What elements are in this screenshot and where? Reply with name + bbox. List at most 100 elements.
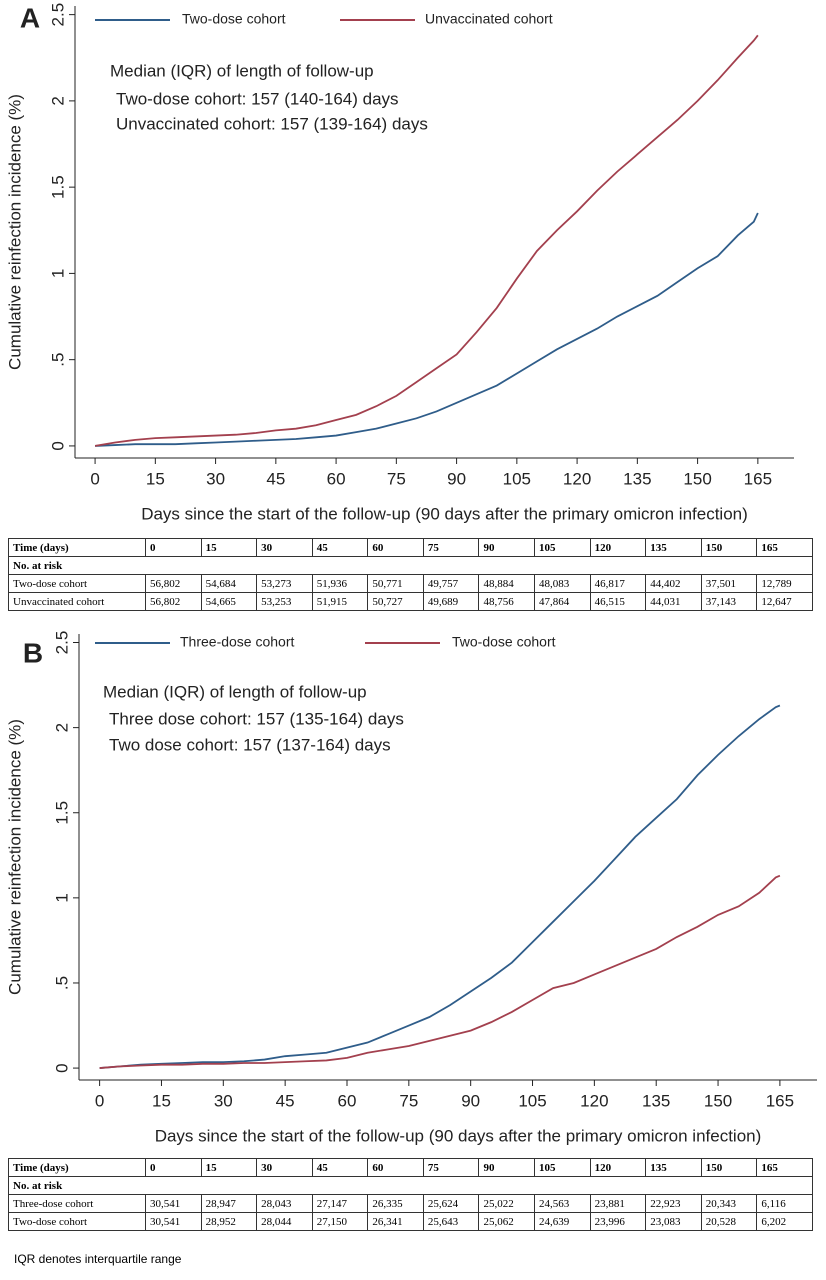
x-tick-label: 105 — [518, 1091, 546, 1110]
y-tick-label: 2 — [48, 96, 67, 105]
x-tick-label: 150 — [704, 1091, 732, 1110]
line — [99, 704, 781, 1069]
x-tick-label: 75 — [399, 1091, 418, 1110]
table-cell: 30 — [256, 538, 313, 557]
x-tick-label: 45 — [276, 1091, 295, 1110]
y-tick-label: 2.5 — [52, 631, 71, 655]
table-cell: 28,947 — [200, 1194, 258, 1213]
annotation: Median (IQR) of length of follow-up — [110, 61, 374, 80]
table-cell: 120 — [589, 1158, 647, 1177]
table-cell: 15 — [200, 1158, 258, 1177]
table-cell: 47,864 — [534, 592, 591, 611]
table-cell: 165 — [756, 538, 813, 557]
table-cell: 90 — [478, 1158, 536, 1177]
y-tick-label: 1 — [52, 893, 71, 902]
y-tick-label: 1.5 — [48, 175, 67, 199]
table-cell: 26,341 — [367, 1212, 424, 1231]
x-tick-label: 165 — [766, 1091, 794, 1110]
x-tick-label: 90 — [447, 469, 466, 488]
footnote: IQR denotes interquartile range — [14, 1252, 182, 1266]
table-cell: 165 — [756, 1158, 813, 1177]
table-cell: 25,062 — [478, 1212, 536, 1231]
table-cell: 46,515 — [589, 592, 647, 611]
table-cell: 44,031 — [645, 592, 702, 611]
table-cell: 50,727 — [367, 592, 424, 611]
y-tick-label: .5 — [52, 976, 71, 990]
table-cell: 54,684 — [200, 574, 258, 593]
charts: A0.511.522.50 15 30 45 60 75 90 105 120 135 150 165… — [5, 2, 817, 1145]
table-cell: 60 — [367, 538, 424, 557]
table-cell: 0 — [145, 1158, 202, 1177]
table-cell: 20,528 — [700, 1212, 758, 1231]
x-tick-label: 0 — [95, 1091, 104, 1110]
table-cell: 28,952 — [200, 1212, 258, 1231]
table-cell: 51,936 — [311, 574, 369, 593]
table-cell: 23,996 — [589, 1212, 647, 1231]
table-cell: 23,083 — [645, 1212, 702, 1231]
line — [95, 212, 759, 447]
table-row: Unvaccinated cohort 56,802 54,665 53,253 51,… — [8, 592, 813, 611]
y-tick-label: 0 — [52, 1063, 71, 1072]
table-cell: 30,541 — [145, 1194, 202, 1213]
x-tick-label: 135 — [623, 469, 651, 488]
table-cell: 25,022 — [478, 1194, 536, 1213]
x-tick-label: 90 — [461, 1091, 480, 1110]
x-tick-label: 105 — [503, 469, 531, 488]
table-cell: 27,147 — [311, 1194, 369, 1213]
table-cell: 49,757 — [422, 574, 480, 593]
table-cell: 44,402 — [645, 574, 702, 593]
table-row: No. at risk — [8, 1176, 813, 1195]
table-cell: Two-dose cohort — [8, 574, 146, 593]
x-tick-label: 45 — [266, 469, 285, 488]
x-tick-label: 15 — [146, 469, 165, 488]
annotation: Two-dose cohort: 157 (140-164) days — [116, 89, 399, 108]
table-cell: 6,202 — [756, 1212, 813, 1231]
annotation: Median (IQR) of length of follow-up — [103, 682, 367, 701]
table-cell: 135 — [645, 538, 702, 557]
table-cell: 135 — [645, 1158, 702, 1177]
y-tick-label: .5 — [48, 353, 67, 367]
annotation: Three dose cohort: 157 (135-164) days — [109, 709, 404, 728]
x-axis-label: Days since the start of the follow-up (9… — [155, 1126, 762, 1145]
line — [94, 34, 759, 447]
table-cell: 48,083 — [534, 574, 591, 593]
x-tick-label: 150 — [683, 469, 711, 488]
x-tick-label: 60 — [338, 1091, 357, 1110]
table-cell: Unvaccinated cohort — [8, 592, 146, 611]
table-cell: 30 — [256, 1158, 313, 1177]
table-row: Time (days) 0 15 30 45 60 75 90 105 120 135 150 165 — [8, 1158, 813, 1177]
table-cell: 24,639 — [534, 1212, 591, 1231]
table-cell: 45 — [311, 538, 369, 557]
table-row: No. at risk — [8, 556, 813, 575]
table-cell: 25,624 — [422, 1194, 480, 1213]
table-cell: 27,150 — [311, 1212, 369, 1231]
table-cell: 150 — [700, 1158, 758, 1177]
annotation: Two dose cohort: 157 (137-164) days — [109, 735, 391, 754]
table-cell: 75 — [422, 538, 480, 557]
table-cell: Two-dose cohort — [8, 1212, 146, 1231]
table-cell: 105 — [534, 538, 591, 557]
table-cell: 6,116 — [756, 1194, 813, 1213]
table-cell: No. at risk — [8, 1176, 813, 1195]
table-cell: 53,273 — [256, 574, 313, 593]
table-cell: 0 — [145, 538, 202, 557]
table-cell: 30,541 — [145, 1212, 202, 1231]
table-cell: 37,143 — [700, 592, 758, 611]
table-cell: 37,501 — [700, 574, 758, 593]
legend-label: Unvaccinated cohort — [425, 11, 553, 27]
table-cell: Time (days) — [8, 538, 146, 557]
y-axis-label: Cumulative reinfection incidence (%) — [5, 719, 24, 995]
table-cell: 46,817 — [589, 574, 647, 593]
table-cell: 90 — [478, 538, 536, 557]
x-tick-label: 0 — [90, 469, 99, 488]
x-axis-label: Days since the start of the follow-up (9… — [141, 504, 748, 523]
x-tick-label: 75 — [387, 469, 406, 488]
table-cell: 75 — [422, 1158, 480, 1177]
table-cell: 45 — [311, 1158, 369, 1177]
x-tick-label: 60 — [327, 469, 346, 488]
table-row: Two-dose cohort 56,802 54,684 53,273 51,936 5… — [8, 574, 813, 593]
legend-label: Two-dose cohort — [452, 634, 556, 650]
annotation: Unvaccinated cohort: 157 (139-164) days — [116, 114, 428, 133]
table-cell: 54,665 — [200, 592, 258, 611]
